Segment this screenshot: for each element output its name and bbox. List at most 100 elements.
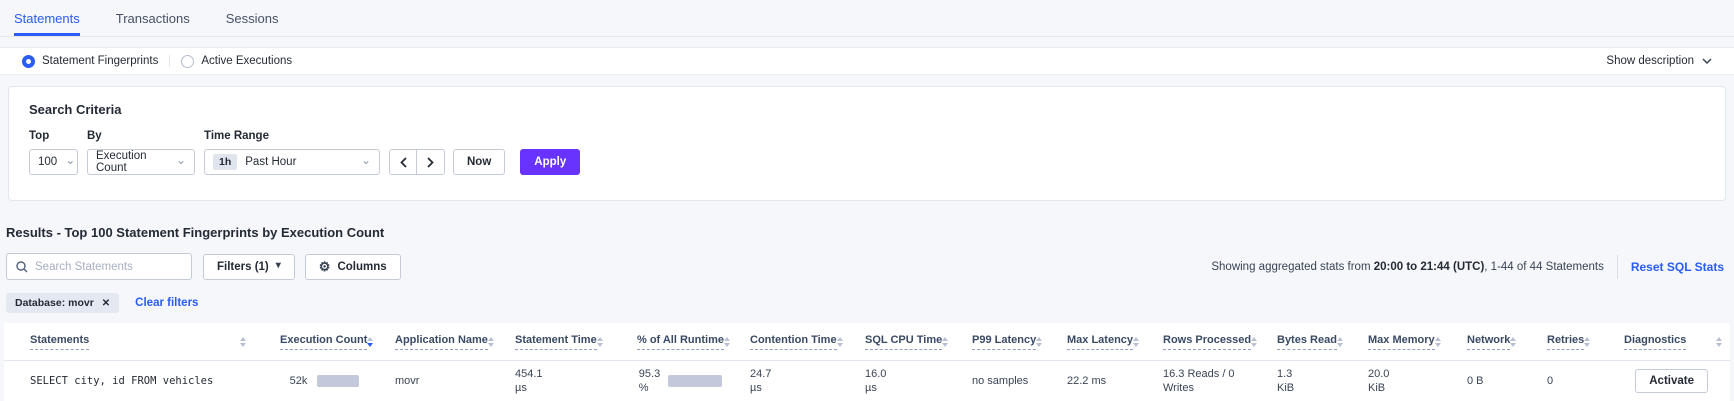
col-header-bytes-read[interactable]: Bytes Read [1251,334,1343,350]
col-header-rows-processed[interactable]: Rows Processed [1137,334,1258,350]
by-select-value: Execution Count [96,150,147,174]
col-header-sql-cpu-time[interactable]: SQL CPU Time [839,334,949,350]
divider [169,55,171,67]
sort-icon[interactable] [836,336,843,347]
top-label: Top [29,130,50,142]
execution-count-value: 52k [289,375,308,387]
time-step-group [389,149,445,175]
sort-icon[interactable] [1510,336,1517,347]
col-header-application-name[interactable]: Application Name [369,334,494,350]
max-latency-cell: 22.2 ms [1067,375,1107,387]
time-next-button[interactable] [417,150,444,174]
close-icon[interactable]: ✕ [101,297,111,309]
activate-diagnostics-button[interactable]: Activate [1635,369,1708,393]
col-header-max-memory[interactable]: Max Memory [1342,334,1441,350]
sort-icon[interactable] [1584,336,1591,347]
show-description-toggle[interactable]: Show description [1606,55,1712,67]
by-label: By [87,130,102,142]
sort-icon[interactable] [723,336,730,347]
col-header-network[interactable]: Network [1441,334,1521,350]
col-header-retries[interactable]: Retries [1521,334,1598,350]
table-header-row: Statements Execution Count Application N… [4,323,1730,361]
tab-sessions[interactable]: Sessions [225,11,279,26]
aggregated-stats-text: Showing aggregated stats from 20:00 to 2… [1211,260,1604,273]
radio-statement-fingerprints[interactable]: Statement Fingerprints [22,54,159,68]
by-select[interactable]: Execution Count ⌄ [87,149,195,175]
sort-icon[interactable] [597,336,603,347]
sort-icon[interactable] [1716,336,1722,347]
chevron-left-icon [399,156,407,168]
chevron-down-icon [1702,58,1712,64]
top-tabbar: Statements Transactions Sessions [0,0,1734,37]
retries-cell: 0 [1547,375,1554,387]
filters-label: Filters (1) [217,260,269,273]
results-toolbar: Filters (1) ▾ ⚙ Columns Showing aggregat… [6,253,1728,280]
chevron-down-icon: ▾ [275,260,281,271]
col-header-diagnostics[interactable]: Diagnostics [1598,334,1730,350]
search-input[interactable] [35,260,182,273]
chip-label: Database: movr [15,297,94,309]
search-criteria-title: Search Criteria [29,102,122,117]
time-range-field: Time Range 1h Past Hour ⌄ [204,130,380,175]
sort-icon[interactable] [1434,336,1441,347]
application-name-cell: movr [395,375,420,387]
filter-chips-row: Database: movr ✕ Clear filters [6,293,1728,313]
runtime-pct-cell: 95.3% [611,361,724,401]
execution-count-cell: 52k [254,361,369,401]
time-range-select[interactable]: 1h Past Hour ⌄ [204,149,380,175]
time-range-badge: 1h [213,154,238,170]
statement-time-cell: 454.1 µs [515,368,543,394]
runtime-pct-bar [668,375,723,387]
clear-filters-link[interactable]: Clear filters [135,297,199,309]
radio-label: Statement Fingerprints [42,55,159,67]
chevron-down-icon: ⌄ [65,153,76,167]
p99-latency-cell: no samples [972,375,1029,387]
sort-icon[interactable] [240,336,246,347]
reset-sql-stats-link[interactable]: Reset SQL Stats [1630,259,1724,274]
col-header-statement-time[interactable]: Statement Time [489,334,611,350]
bytes-read-cell: 1.3 KiB [1277,368,1295,394]
sort-icon[interactable] [487,336,494,347]
col-header-execution-count[interactable]: Execution Count [254,334,374,350]
tab-transactions[interactable]: Transactions [115,11,190,26]
table-row: SELECT city, id FROM vehicles 52k movr 4… [4,361,1730,401]
radio-active-executions[interactable]: Active Executions [181,54,292,68]
top-select[interactable]: 100 ⌄ [29,149,78,175]
statement-cell[interactable]: SELECT city, id FROM vehicles [30,375,214,387]
by-field: By Execution Count ⌄ [87,130,195,175]
top-select-value: 100 [38,156,58,168]
search-box [6,253,192,280]
sort-icon[interactable] [1251,336,1258,347]
time-prev-button[interactable] [390,150,417,174]
network-cell: 0 B [1467,375,1484,387]
filters-button[interactable]: Filters (1) ▾ [203,253,295,280]
sort-icon[interactable] [1336,336,1343,347]
col-header-statements[interactable]: Statements [4,334,254,350]
col-header-contention-time[interactable]: Contention Time [724,334,843,350]
gear-icon: ⚙ [318,259,331,274]
rows-processed-cell: 16.3 Reads / 0 Writes [1163,368,1235,394]
col-header-runtime-pct[interactable]: % of All Runtime [611,334,730,350]
sort-icon[interactable] [1036,336,1043,347]
contention-time-cell: 24.7 µs [750,368,772,394]
results-heading: Results - Top 100 Statement Fingerprints… [6,225,385,240]
view-toggle-strip: Statement Fingerprints Active Executions… [0,47,1734,75]
sql-cpu-time-cell: 16.0 µs [865,368,887,394]
diagnostics-cell: Activate [1598,361,1730,401]
chevron-right-icon [427,156,434,168]
time-range-label: Time Range [204,130,269,142]
apply-button[interactable]: Apply [520,149,581,175]
sort-icon[interactable] [942,336,949,347]
execution-count-bar [317,375,360,387]
radio-unselected-icon [181,54,195,68]
max-memory-cell: 20.0 KiB [1368,368,1390,394]
sort-icon[interactable] [1133,336,1140,347]
col-header-p99-latency[interactable]: P99 Latency [946,334,1043,350]
columns-label: Columns [337,260,387,273]
database-filter-chip[interactable]: Database: movr ✕ [6,293,120,313]
columns-button[interactable]: ⚙ Columns [304,253,401,280]
col-header-max-latency[interactable]: Max Latency [1041,334,1140,350]
sort-icon[interactable] [367,336,374,347]
tab-statements[interactable]: Statements [14,11,80,36]
now-button[interactable]: Now [453,149,506,175]
